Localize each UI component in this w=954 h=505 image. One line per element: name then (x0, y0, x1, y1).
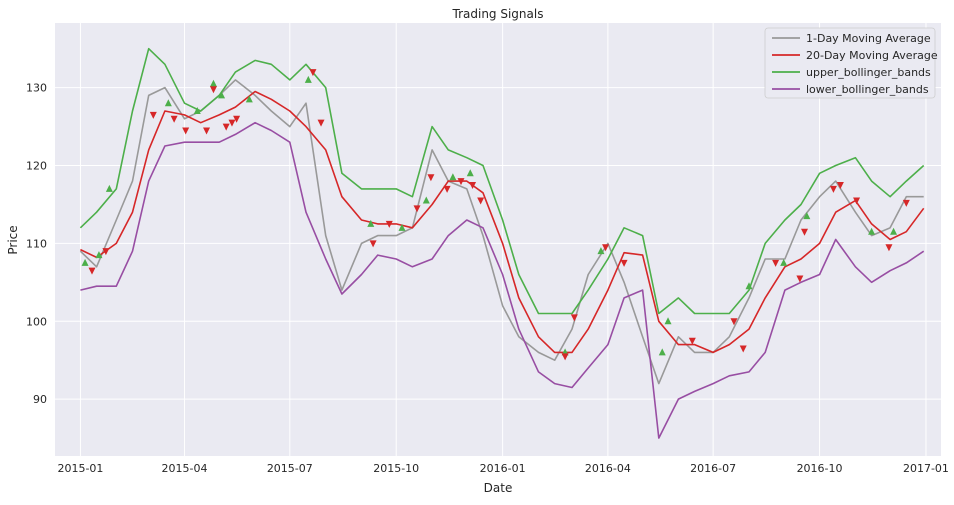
sell-signal-marker (170, 115, 178, 123)
legend-box (764, 27, 936, 99)
sell-signal-marker (88, 267, 96, 275)
sell-signal-marker (209, 86, 217, 94)
sell-signal-marker (233, 115, 241, 123)
sell-signal-marker (620, 259, 628, 267)
buy-signal-marker (209, 79, 217, 87)
series-line-2 (80, 90, 925, 354)
buy-signal-marker (193, 107, 201, 115)
sell-signal-marker (836, 181, 844, 189)
buy-signal-marker (597, 247, 605, 255)
x-tick-label: 2016-04 (585, 462, 631, 475)
buy-signal-marker (218, 91, 226, 99)
sell-signal-marker (469, 181, 477, 189)
y-tick-label: 120 (26, 160, 47, 173)
sell-signal-marker (102, 248, 110, 256)
sell-signal-marker (427, 174, 435, 182)
series-line-4 (80, 121, 925, 439)
sell-signal-marker (309, 69, 317, 77)
buy-signal-marker (367, 219, 375, 227)
x-axis-ticks: 2015-01 2015-04 2015-07 2015-10 2016-01 2016-… (57, 462, 948, 475)
sell-signal-marker (902, 199, 910, 207)
sell-signal-marker (885, 244, 893, 252)
buy-signal-marker (449, 173, 457, 181)
buy-signal-marker (304, 75, 312, 83)
x-tick-label: 2016-10 (797, 462, 843, 475)
buy-signal-marker (780, 258, 788, 266)
sell-signal-marker (457, 178, 465, 186)
sell-signal-marker (203, 127, 211, 135)
buy-signal-marker (466, 169, 474, 177)
buy-signal-marker (245, 95, 253, 103)
buy-signal-marker (398, 223, 406, 231)
chart-title: Trading Signals (452, 7, 544, 21)
sell-signal-marker (443, 185, 451, 193)
x-tick-label: 2015-07 (267, 462, 313, 475)
sell-signal-marker (796, 275, 804, 283)
legend: 1-Day Moving Average 20-Day Moving Averag… (764, 27, 938, 99)
series-layer (79, 47, 925, 439)
buy-signal-marker (658, 348, 666, 356)
y-tick-label: 130 (26, 82, 47, 95)
sell-signal-marker (829, 185, 837, 193)
legend-entry-label: 1-Day Moving Average (806, 32, 931, 45)
sell-signal-marker (477, 197, 485, 205)
sell-signal-marker (772, 259, 780, 267)
sell-signal-marker (739, 345, 747, 353)
x-axis-label: Date (484, 481, 513, 495)
y-tick-label: 90 (33, 393, 47, 406)
sell-signal-marker (149, 111, 157, 119)
x-tick-label: 2015-10 (373, 462, 419, 475)
sell-signal-marker (369, 240, 377, 248)
marker-layer (81, 69, 910, 361)
buy-signal-marker (105, 184, 113, 192)
x-tick-label: 2016-07 (690, 462, 736, 475)
buy-signal-marker (890, 227, 898, 235)
legend-entry-label: 20-Day Moving Average (806, 49, 938, 62)
series-line-3 (79, 47, 925, 315)
sell-signal-marker (413, 205, 421, 213)
buy-signal-marker (164, 99, 172, 107)
legend-entry-label: lower_bollinger_bands (806, 83, 929, 96)
sell-signal-marker (570, 314, 578, 322)
buy-signal-marker (81, 258, 89, 266)
buy-signal-marker (664, 317, 672, 325)
buy-signal-marker (868, 227, 876, 235)
sell-signal-marker (688, 337, 696, 345)
legend-entry-label: upper_bollinger_bands (806, 66, 931, 79)
x-tick-label: 2016-01 (480, 462, 526, 475)
x-tick-label: 2017-01 (903, 462, 949, 475)
sell-signal-marker (801, 228, 809, 236)
x-tick-label: 2015-04 (162, 462, 208, 475)
sell-signal-marker (730, 318, 738, 326)
buy-signal-marker (422, 196, 430, 204)
sell-signal-marker (228, 119, 236, 127)
sell-signal-marker (385, 220, 393, 228)
y-axis-ticks: 90 100 110 120 130 (26, 82, 47, 407)
sell-signal-marker (182, 127, 190, 135)
sell-signal-marker (317, 119, 325, 127)
sell-signal-marker (602, 244, 610, 252)
sell-signal-marker (222, 123, 230, 131)
x-tick-label: 2015-01 (57, 462, 103, 475)
buy-signal-marker (803, 212, 811, 220)
sell-signal-marker (853, 197, 861, 205)
y-axis-label: Price (6, 225, 20, 254)
buy-signal-marker (745, 282, 753, 290)
y-tick-label: 110 (26, 237, 47, 250)
y-tick-label: 100 (26, 315, 47, 328)
sell-signal-marker (561, 353, 569, 361)
buy-signal-marker (95, 251, 103, 259)
